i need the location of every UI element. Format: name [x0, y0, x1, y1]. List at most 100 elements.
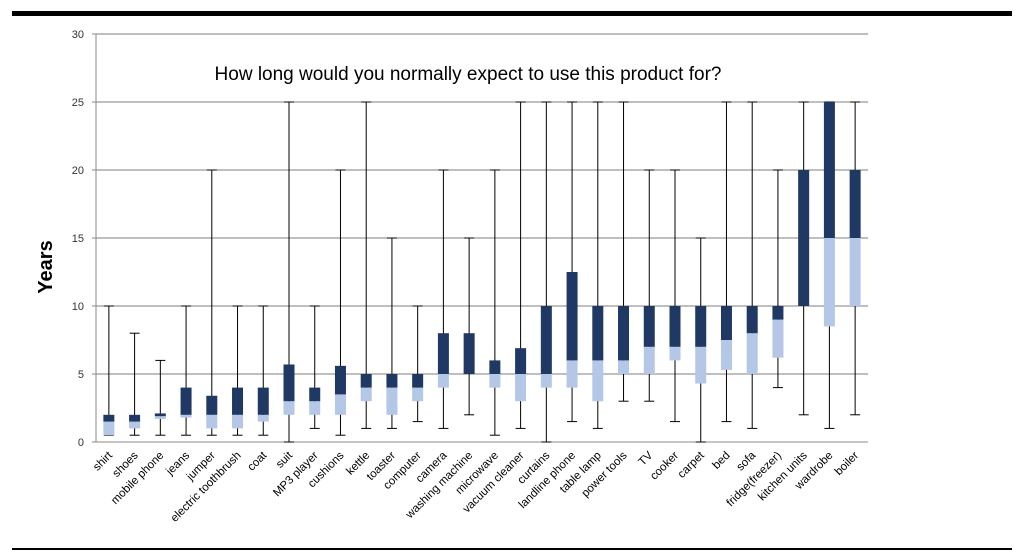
box-wardrobe — [823, 101, 835, 429]
box-jumper — [206, 169, 218, 436]
box-shoes — [129, 332, 141, 436]
lower-box — [206, 414, 218, 429]
x-tick-label: cooker — [648, 450, 681, 483]
lower-box — [720, 340, 732, 370]
upper-box — [772, 306, 784, 320]
upper-box — [720, 306, 732, 340]
upper-box — [129, 414, 141, 422]
upper-box — [515, 348, 527, 374]
lower-box — [334, 394, 346, 415]
lower-box — [566, 360, 578, 388]
box-washing-machine — [463, 237, 475, 416]
upper-box — [463, 333, 475, 374]
box-microwave — [489, 169, 501, 436]
box-mobile-phone — [154, 359, 166, 436]
lower-box — [695, 346, 707, 384]
x-tick-label: TV — [637, 449, 656, 468]
y-tick-label: 20 — [72, 165, 84, 177]
box-kettle — [360, 101, 372, 429]
y-tick-label: 0 — [78, 437, 84, 449]
lower-box — [103, 421, 115, 436]
upper-box — [437, 333, 449, 374]
y-tick-labels: 0 5 10 15 20 25 30 — [72, 29, 84, 449]
x-tick-label: bed — [711, 450, 733, 472]
x-tick-label: carpet — [676, 449, 708, 481]
bottom-rule — [12, 548, 1012, 550]
upper-box — [412, 374, 424, 388]
box-toaster — [386, 237, 398, 429]
upper-box — [540, 306, 552, 374]
box-cooker — [669, 169, 681, 423]
lower-box — [129, 421, 141, 429]
y-tick-label: 30 — [72, 29, 84, 41]
lower-box — [823, 238, 835, 327]
box-mp3-player — [309, 305, 321, 429]
upper-box — [309, 387, 321, 402]
lower-box — [232, 414, 244, 429]
upper-box — [746, 306, 758, 334]
box-coat — [257, 305, 269, 436]
lower-box — [669, 346, 681, 361]
lower-box — [849, 238, 861, 306]
box-jeans — [180, 305, 192, 436]
upper-box — [283, 364, 295, 402]
upper-box — [618, 306, 630, 361]
lower-box — [412, 387, 424, 402]
box-suit — [283, 101, 295, 443]
y-tick-label: 10 — [72, 301, 84, 313]
box-boiler — [849, 101, 861, 416]
box-table-lamp — [592, 101, 604, 429]
lower-box — [592, 360, 604, 402]
upper-box — [566, 272, 578, 361]
upper-box — [257, 387, 269, 415]
upper-box — [154, 413, 166, 417]
axes — [92, 33, 868, 443]
upper-box — [360, 374, 372, 388]
x-tick-label: suit — [274, 449, 296, 471]
top-rule — [12, 11, 1012, 16]
y-axis-label: Years — [35, 240, 57, 293]
box-kitchen-units — [798, 101, 810, 416]
upper-box — [849, 170, 861, 238]
lower-box — [309, 401, 321, 415]
upper-box — [334, 365, 346, 395]
box-cushions — [334, 169, 346, 436]
upper-box — [180, 387, 192, 415]
box-tv — [643, 169, 655, 402]
upper-box — [823, 102, 835, 238]
lower-box — [515, 374, 527, 402]
boxes — [103, 101, 861, 443]
lower-box — [386, 387, 398, 415]
y-tick-label: 5 — [78, 369, 84, 381]
upper-box — [798, 170, 810, 306]
box-shirt — [103, 305, 115, 436]
upper-box — [643, 306, 655, 347]
gridlines — [96, 33, 868, 375]
box-carpet — [695, 237, 707, 443]
box-curtains — [540, 101, 552, 443]
lower-box — [618, 360, 630, 374]
upper-box — [386, 374, 398, 388]
y-tick-label: 15 — [72, 233, 84, 245]
lower-box — [489, 374, 501, 388]
box-electric-toothbrush — [232, 305, 244, 436]
upper-box — [592, 306, 604, 361]
upper-box — [489, 360, 501, 374]
lower-box — [772, 319, 784, 358]
box-vacuum-cleaner — [515, 101, 527, 429]
upper-box — [232, 387, 244, 415]
lower-box — [360, 387, 372, 402]
box-fridge-freezer- — [772, 169, 784, 389]
box-bed — [720, 101, 732, 423]
lower-box — [437, 374, 449, 388]
x-tick-label: coat — [246, 449, 270, 473]
y-tick-label: 25 — [72, 97, 84, 109]
upper-box — [695, 306, 707, 347]
box-camera — [437, 169, 449, 429]
lower-box — [643, 346, 655, 374]
chart-title: How long would you normally expect to us… — [215, 64, 722, 85]
box-computer — [412, 305, 424, 423]
lower-box — [180, 414, 192, 418]
